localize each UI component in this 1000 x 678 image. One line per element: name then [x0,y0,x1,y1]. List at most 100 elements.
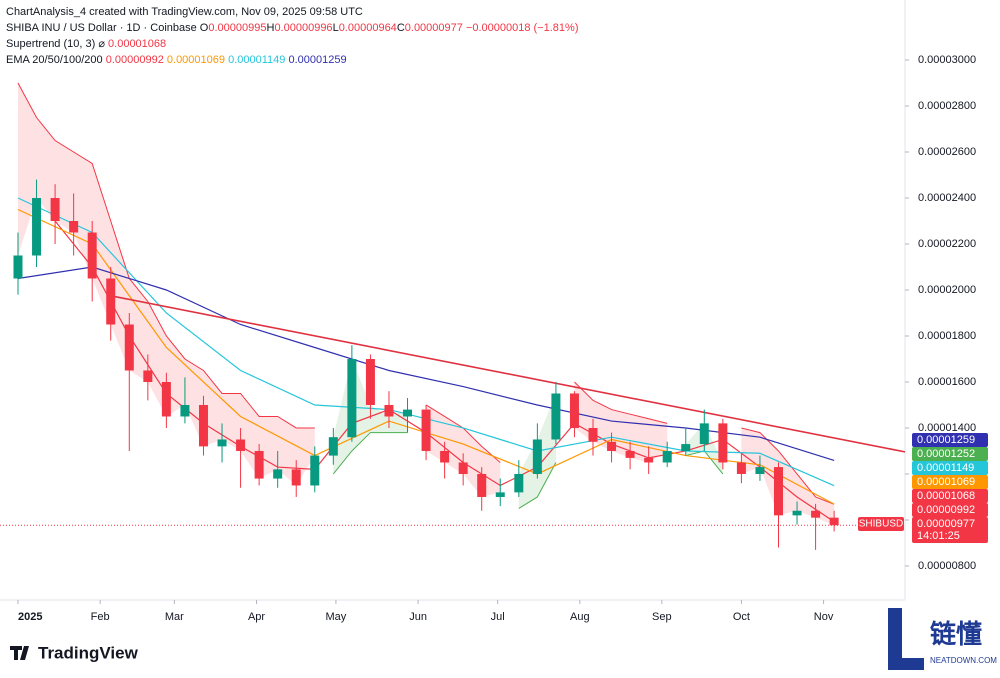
candle-body [198,404,208,447]
candle-body [607,441,617,451]
candle-body [365,358,375,405]
logo-icon [10,646,29,660]
candle-body [328,437,338,456]
price-box [912,517,988,543]
symbol: SHIBA INU / US Dollar · 1D · Coinbase [6,22,197,34]
ema-values: 0.00000992 0.00001069 0.00001149 0.00001… [106,54,347,66]
candle-body [291,469,301,486]
candle-body [403,409,413,417]
x-tick-label: Aug [570,611,590,623]
symbol-tag: SHIBUSD [859,519,903,530]
created-line: ChartAnalysis_4 created with TradingView… [6,6,363,18]
y-tick-label: 0.00001600 [918,376,976,388]
ohlc: O0.00000995H0.00000996L0.00000964C0.0000… [200,22,463,34]
price-box-label: 0.00000977 [917,518,975,530]
candle-body [347,358,357,438]
candle-body [254,450,264,479]
supertrend-line: Supertrend (10, 3) ⌀ 0.00001068 [6,36,579,52]
price-box-label: 0.00001068 [917,490,975,502]
watermark-icon [888,608,924,670]
ema-line: EMA 20/50/100/200 0.00000992 0.00001069 … [6,52,579,68]
symbol-tag-box [858,517,904,531]
countdown: 14:01:25 [917,530,960,542]
candle-body [532,439,542,474]
supertrend-line [17,82,315,429]
supertrend-line [518,462,557,509]
x-tick-label: Jul [491,611,505,623]
candle-body [32,198,42,256]
candle-body [69,221,79,233]
watermark: 链懂 [930,619,982,649]
price-box [912,433,988,447]
candle-body [644,457,654,463]
price-box [912,489,988,503]
x-tick-label: Oct [733,611,750,623]
logo-text: TradingView [38,643,139,662]
legend-header: ChartAnalysis_4 created with TradingView… [6,4,579,68]
candle-body [217,439,227,447]
ohlc-key: H [266,22,275,34]
supertrend-label: Supertrend (10, 3) [6,38,96,50]
ema-value: 0.00001149 [228,54,286,66]
candle-body [551,393,561,440]
candle-body [236,439,246,451]
y-tick-label: 0.00001400 [918,422,976,434]
candle-body [421,409,431,451]
supertrend-value: 0.00001068 [108,38,167,50]
candle-body [495,492,505,497]
candle-body [792,510,802,516]
candle-body [718,423,728,463]
ema-value: 0.00000992 [105,54,164,66]
candle-body [106,278,116,325]
x-tick-label: May [326,611,347,623]
supertrend-fill [741,427,835,526]
supertrend-line [741,427,835,505]
price-box-label: 0.00001149 [917,462,974,474]
price-box [912,503,988,517]
y-tick-label: 0.00002200 [918,238,976,250]
y-tick-label: 0.00001800 [918,330,976,342]
candle-body [681,444,691,451]
x-tick-label: Apr [248,611,265,623]
candle-body [514,473,524,493]
ohlc-key: O [199,22,209,34]
price-box-label: 0.00001252 [917,448,975,460]
supertrend-line [332,432,408,475]
ohlc-value: 0.00000996 [274,22,333,34]
candle-body [440,450,450,463]
x-tick-label: 2025 [18,611,42,623]
candle-body [569,393,579,428]
x-tick-label: Sep [652,611,672,623]
candle-body [180,404,190,417]
candle-body [273,469,283,479]
ema-value: 0.00001259 [288,54,347,66]
price-box-label: 0.00001069 [917,476,975,488]
ohlc-value: 0.00000995 [208,22,267,34]
y-tick-label: 0.00003000 [918,54,976,66]
candle-body [662,450,672,463]
candle-body [310,455,320,486]
watermark-sub: NEATDOWN.COM [930,656,997,665]
candle-body [13,255,23,279]
candle-body [384,404,394,417]
candle-body [87,232,97,279]
candle-body [736,462,746,474]
candle-body [50,198,60,222]
ema-value: 0.00001069 [166,54,226,66]
y-tick-label: 0.00002000 [918,284,976,296]
candle-body [143,370,153,382]
ohlc-key: L [332,22,339,34]
x-tick-label: Jun [409,611,427,623]
x-tick-label: Nov [814,611,834,623]
price-box [912,447,988,461]
price-box [912,461,988,475]
ohlc-key: C [396,22,405,34]
x-tick-label: Feb [91,611,110,623]
candle-body [699,423,709,445]
candle-body [755,467,765,474]
candle-body [588,427,598,442]
symbol-line: SHIBA INU / US Dollar · 1D · Coinbase O0… [6,20,579,36]
y-tick-label: 0.00002600 [918,146,976,158]
ohlc-value: 0.00000977 [404,22,463,34]
